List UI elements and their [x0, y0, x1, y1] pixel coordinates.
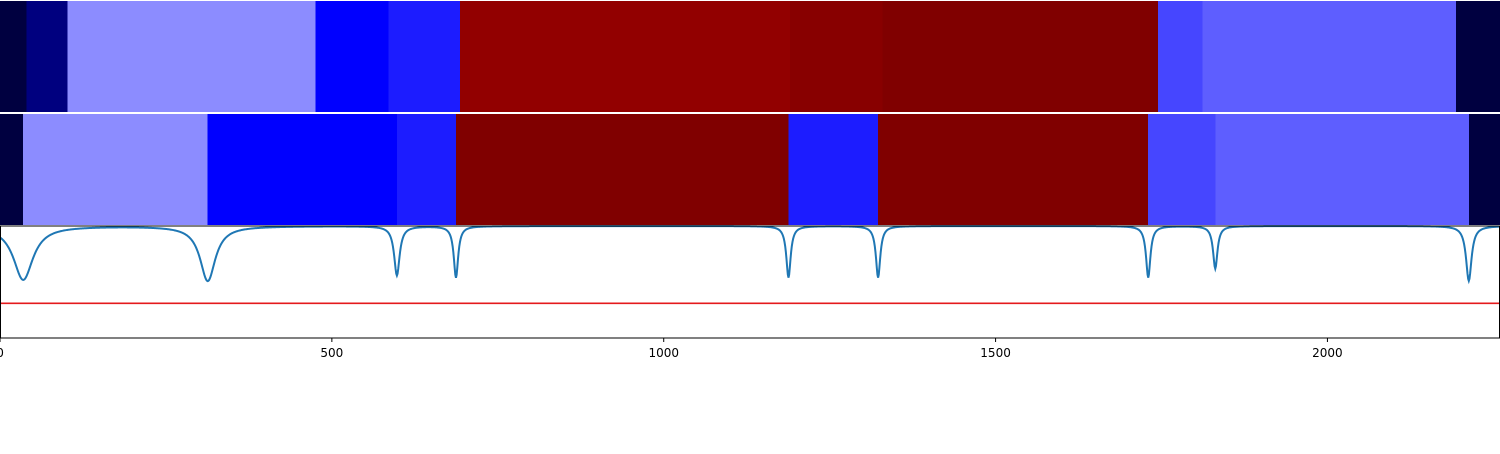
segmentation-bottom-segment-5	[788, 114, 879, 225]
segmentation-bottom-segment-2	[207, 114, 398, 225]
segmentation-top-segment-10	[1456, 1, 1500, 112]
x-axis: 0 500 1000 1500 2000	[0, 338, 1343, 360]
x-tick-label-0: 0	[0, 346, 4, 360]
segmentation-top-segment-1	[26, 1, 69, 112]
segmentation-top	[0, 1, 1500, 112]
segmentation-top-segment-2	[67, 1, 316, 112]
x-tick-label-3: 1500	[980, 346, 1011, 360]
segmentation-top-segment-7	[882, 1, 1159, 112]
segmentation-bottom	[0, 114, 1500, 225]
segmentation-top-segment-6	[789, 1, 884, 112]
line-panel-frame	[0, 225, 1500, 339]
segmentation-bottom-segment-7	[1148, 114, 1216, 225]
segmentation-top-segment-4	[388, 1, 461, 112]
signal-line	[0, 225, 1500, 285]
segmentation-bottom-segment-8	[1215, 114, 1470, 225]
segmentation-top-segment-9	[1202, 1, 1457, 112]
segmentation-bottom-segment-0	[0, 114, 24, 225]
segmentation-top-segment-3	[315, 1, 389, 112]
segment-panels	[0, 1, 1500, 225]
segmentation-bottom-segment-3	[396, 114, 457, 225]
x-tick-label-1: 500	[320, 346, 343, 360]
line-panel	[0, 225, 1500, 339]
segmentation-bottom-segment-1	[23, 114, 209, 225]
segmentation-top-segment-8	[1158, 1, 1204, 112]
segmentation-top-segment-5	[459, 1, 791, 112]
x-tick-label-2: 1000	[648, 346, 679, 360]
x-tick-label-4: 2000	[1312, 346, 1343, 360]
segmentation-bottom-segment-4	[455, 114, 789, 225]
segmentation-bottom-segment-6	[878, 114, 1149, 225]
segmentation-bottom-segment-9	[1468, 114, 1500, 225]
segmentation-top-segment-0	[0, 1, 28, 112]
